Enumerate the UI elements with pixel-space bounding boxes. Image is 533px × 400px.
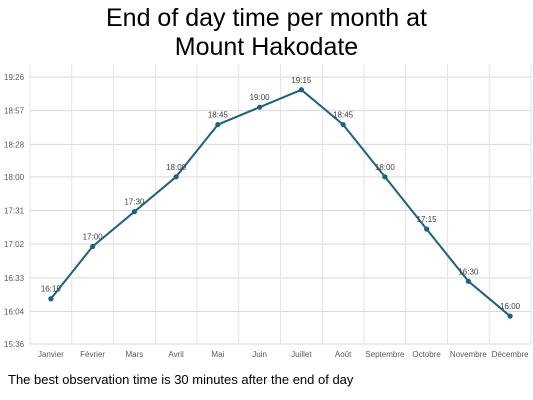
data-label: 19:15 — [291, 76, 312, 85]
x-tick-label: Avril — [168, 350, 184, 359]
x-tick-label: Janvier — [38, 350, 64, 359]
data-point — [424, 226, 430, 232]
x-tick-label: Mai — [211, 350, 224, 359]
data-point — [465, 278, 471, 284]
data-label: 18:45 — [208, 111, 229, 120]
series-line — [50, 88, 511, 317]
x-tick-label: Juin — [252, 350, 267, 359]
data-point — [131, 209, 137, 215]
y-tick-label: 18:28 — [4, 140, 25, 149]
data-point — [507, 313, 513, 319]
data-label: 17:15 — [417, 215, 438, 224]
data-label: 17:00 — [83, 232, 104, 241]
data-point — [215, 121, 221, 128]
data-label: 16:00 — [500, 302, 521, 311]
x-tick-label: Février — [80, 350, 105, 359]
data-label: 19:00 — [250, 93, 271, 102]
x-tick-label: Septembre — [365, 350, 405, 359]
data-label: 18:00 — [375, 163, 396, 172]
footnote: The best observation time is 30 minutes … — [8, 372, 354, 387]
data-label: 16:30 — [458, 267, 479, 276]
chart-title-line-2: Mount Hakodate — [174, 33, 359, 61]
chart-title: End of day time per month at Mount Hakod… — [0, 4, 533, 62]
data-point — [382, 174, 388, 180]
x-tick-label: Août — [335, 350, 352, 359]
y-tick-label: 15:36 — [4, 340, 25, 349]
x-tick-label: Novembre — [450, 350, 487, 359]
y-tick-label: 19:26 — [4, 73, 25, 82]
x-tick-label: Mars — [125, 350, 143, 359]
y-tick-label: 16:04 — [4, 307, 25, 316]
x-tick-label: Juillet — [291, 350, 312, 359]
data-point — [90, 243, 96, 250]
data-point — [48, 296, 54, 302]
y-tick-label: 16:33 — [4, 274, 25, 283]
chart-title-line-1: End of day time per month at — [105, 4, 427, 32]
data-label: 16:15 — [41, 285, 62, 294]
y-tick-label: 18:57 — [4, 107, 25, 116]
y-tick-label: 17:02 — [4, 240, 25, 249]
line-chart: 15:36 16:04 16:33 17:02 17:31 18:00 18:28 18:57… — [4, 64, 532, 359]
x-tick-label: Décembre — [492, 350, 529, 359]
data-label: 18:00 — [166, 163, 187, 172]
data-point — [257, 104, 263, 110]
y-tick-label: 18:00 — [4, 173, 25, 182]
data-label: 17:30 — [124, 198, 145, 207]
data-point — [173, 174, 179, 180]
data-point — [298, 87, 304, 93]
y-tick-label: 17:31 — [4, 207, 25, 216]
data-point — [340, 121, 346, 128]
data-label: 18:45 — [333, 111, 354, 120]
x-tick-label: Octobre — [412, 350, 441, 359]
